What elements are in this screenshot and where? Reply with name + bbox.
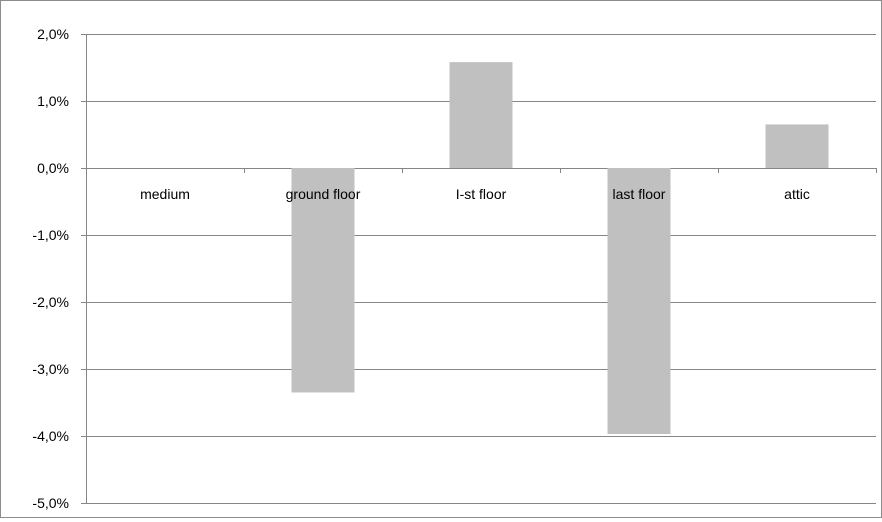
bar	[607, 168, 671, 434]
y-tick-label: -5,0%	[32, 495, 69, 511]
y-axis-tick-labels: 2,0% 1,0% 0,0% -1,0% -2,0% -3,0% -4,0% -5,0%	[32, 26, 69, 511]
y-tick-label: 1,0%	[37, 93, 69, 109]
bar	[449, 62, 513, 168]
category-label: medium	[140, 186, 190, 202]
y-tick-label: -3,0%	[32, 361, 69, 377]
y-tick-label: -2,0%	[32, 294, 69, 310]
x-axis-category-labels: medium ground floor I-st floor last floor at…	[140, 186, 810, 202]
bar	[291, 168, 355, 393]
category-label: I-st floor	[456, 186, 507, 202]
y-tick-label: 2,0%	[37, 26, 69, 42]
gridlines	[86, 34, 876, 504]
y-tick-label: -1,0%	[32, 227, 69, 243]
axes	[81, 34, 877, 504]
y-tick-label: 0,0%	[37, 160, 69, 176]
category-label: last floor	[613, 186, 666, 202]
bars	[291, 62, 829, 434]
category-label: ground floor	[286, 186, 361, 202]
category-label: attic	[784, 186, 810, 202]
bar	[765, 124, 829, 168]
y-tick-label: -4,0%	[32, 428, 69, 444]
